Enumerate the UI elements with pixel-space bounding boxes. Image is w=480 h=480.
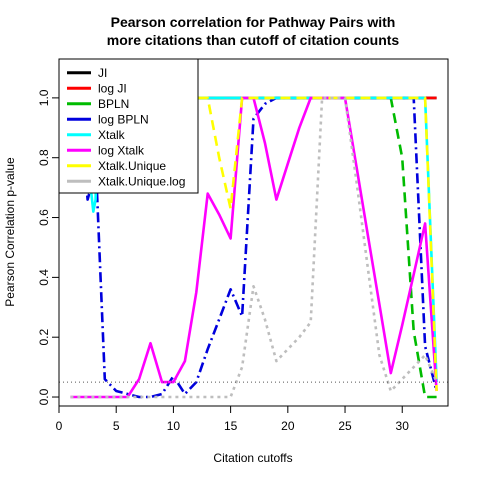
legend-label-xtalk: Xtalk	[98, 128, 126, 142]
y-axis: 0.0 0.2 0.4 0.6 0.8 1.0	[37, 89, 60, 405]
chart-title-line-2: more citations than cutoff of citation c…	[107, 32, 400, 48]
chart-title-line-1: Pearson correlation for Pathway Pairs wi…	[111, 14, 396, 30]
legend-label-xtalk-unique-log: Xtalk.Unique.log	[98, 174, 185, 188]
x-axis: 0 5 10 15 20 25 30	[56, 405, 410, 433]
legend-label-log-ji: log JI	[98, 81, 127, 95]
legend-label-bpln: BPLN	[98, 97, 129, 111]
x-tick-label-10: 10	[167, 419, 181, 433]
series-line-xtalk-unique-log	[70, 96, 438, 399]
y-tick-label-5: 1.0	[37, 89, 51, 106]
y-axis-label: Pearson Correlation p-value	[3, 157, 17, 307]
y-tick-label-4: 0.8	[37, 149, 51, 166]
y-tick-label-2: 0.4	[37, 269, 51, 286]
y-tick-label-3: 0.6	[37, 209, 51, 226]
legend-label-xtalk-unique: Xtalk.Unique	[98, 159, 166, 173]
legend-label-log-xtalk: log Xtalk	[98, 143, 145, 157]
legend-label-log-bpln: log BPLN	[98, 112, 149, 126]
x-tick-label-0: 0	[56, 419, 63, 433]
x-tick-label-20: 20	[281, 419, 295, 433]
x-tick-label-5: 5	[113, 419, 120, 433]
x-tick-label-30: 30	[396, 419, 410, 433]
x-axis-label: Citation cutoffs	[213, 451, 292, 465]
y-tick-label-0: 0.0	[37, 388, 51, 405]
series-layer	[69, 96, 438, 399]
series-line-xtalk-unique	[70, 96, 438, 392]
legend-label-ji: JI	[98, 66, 107, 80]
x-tick-label-15: 15	[224, 419, 238, 433]
x-tick-label-25: 25	[338, 419, 352, 433]
y-tick-label-1: 0.2	[37, 329, 51, 346]
legend-box	[58, 58, 199, 194]
